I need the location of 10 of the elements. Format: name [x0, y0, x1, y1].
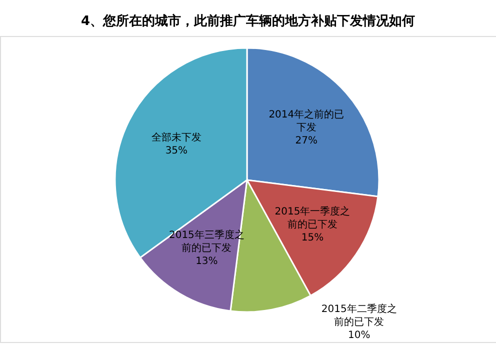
slice-label: 2015年一季度之前的已下发	[274, 206, 350, 231]
slice-label: 2015年二季度之前的已下发	[321, 302, 397, 328]
data-label: 27%	[295, 136, 318, 147]
data-label: 13%	[196, 256, 218, 268]
chart-title: 4、您所在的城市，此前推广车辆的地方补贴下发情况如何	[80, 13, 416, 29]
slice-label: 2014年之前的已下发	[268, 108, 344, 134]
data-label: 10%	[348, 330, 370, 341]
data-label: 35%	[165, 146, 188, 157]
slice-label: 全部未下发	[151, 132, 202, 144]
data-label: 15%	[301, 232, 324, 244]
